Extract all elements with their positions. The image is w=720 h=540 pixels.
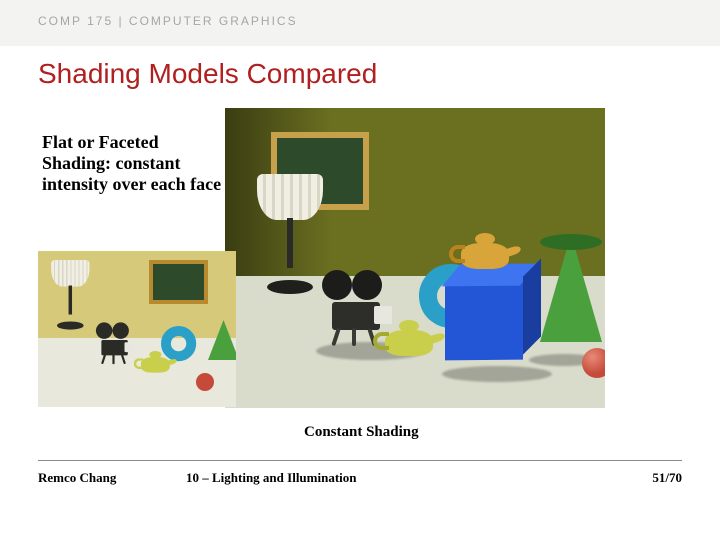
thumb-cone xyxy=(208,320,236,360)
course-header-text: COMP 175 | COMPUTER GRAPHICS xyxy=(38,14,298,28)
footer-divider xyxy=(38,460,682,461)
course-header: COMP 175 | COMPUTER GRAPHICS xyxy=(0,0,720,46)
footer-page-number: 51/70 xyxy=(652,470,682,486)
desk-lamp xyxy=(255,174,325,294)
thumb-frame xyxy=(149,260,208,304)
shading-description: Flat or Faceted Shading: constant intens… xyxy=(42,132,222,196)
teapot-floor xyxy=(385,330,433,356)
film-camera xyxy=(324,282,396,330)
thumb-teapot xyxy=(141,357,170,373)
footer-author: Remco Chang xyxy=(38,470,116,486)
sphere xyxy=(582,348,605,378)
thumb-sphere xyxy=(196,373,214,391)
main-render-figure xyxy=(225,108,605,408)
cube xyxy=(445,282,523,361)
thumb-lamp xyxy=(50,260,91,330)
teapot-on-cube xyxy=(461,243,509,269)
cone xyxy=(540,234,602,342)
thumb-camera xyxy=(97,329,137,355)
figure-caption: Constant Shading xyxy=(304,424,419,441)
footer-chapter: 10 – Lighting and Illumination xyxy=(186,470,357,486)
thumb-torus xyxy=(161,326,196,361)
thumbnail-render-figure xyxy=(38,251,236,407)
slide-footer: Remco Chang 10 – Lighting and Illuminati… xyxy=(38,470,682,486)
slide-title: Shading Models Compared xyxy=(38,58,377,90)
